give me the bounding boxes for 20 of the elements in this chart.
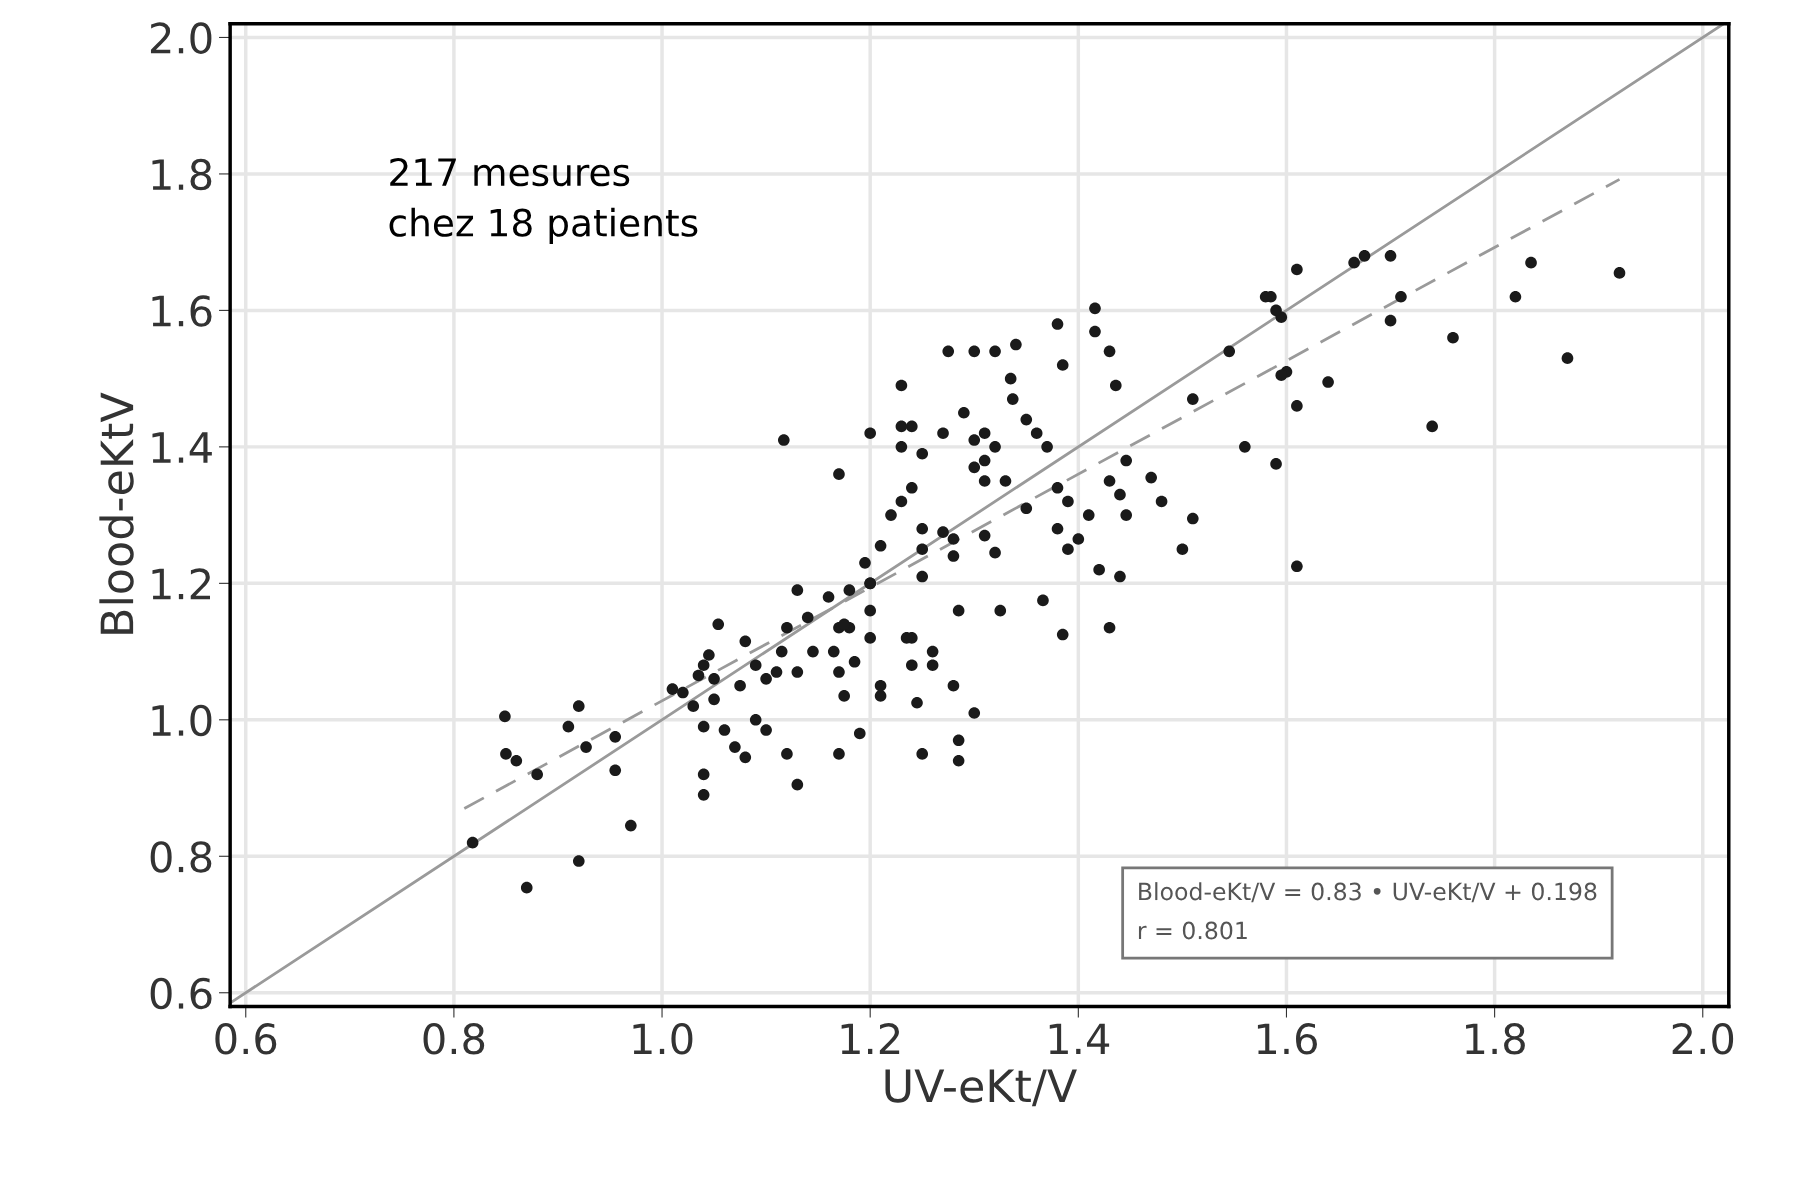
x-tick-label: 1.4	[1049, 1023, 1110, 1055]
annotation: Blood-eKt/V = 0.83 • UV-eKt/V + 0.198 r = 0.801	[1138, 882, 1597, 940]
y-axis-title: Blood-eKtV	[99, 392, 134, 634]
x-tick-label: 1.8	[1466, 1023, 1525, 1055]
x-tick-label: 1.2	[841, 1023, 900, 1055]
y-tick-label: 1.8	[152, 158, 212, 191]
y-tick-label: 1.2	[152, 568, 210, 600]
y-tick-label: 0.8	[150, 841, 212, 873]
y-tick-label: 1.4	[152, 432, 212, 463]
y-tick-label: 2.0	[150, 22, 212, 54]
x-axis-title: UV-eKt/V	[885, 1069, 1077, 1107]
y-tick-label: 0.6	[150, 977, 212, 1010]
y-tick-label: 1.0	[152, 704, 212, 737]
x-tick-label: 0.8	[423, 1023, 485, 1055]
annotation: 217 mesures chez 18 patients	[389, 157, 698, 245]
x-tick-label: 0.6	[215, 1023, 277, 1055]
x-tick-label: 1.0	[633, 1023, 693, 1055]
x-tick-label: 2.0	[1672, 1023, 1734, 1055]
x-tick-label: 1.6	[1257, 1023, 1317, 1055]
y-tick-label: 1.6	[152, 295, 212, 327]
